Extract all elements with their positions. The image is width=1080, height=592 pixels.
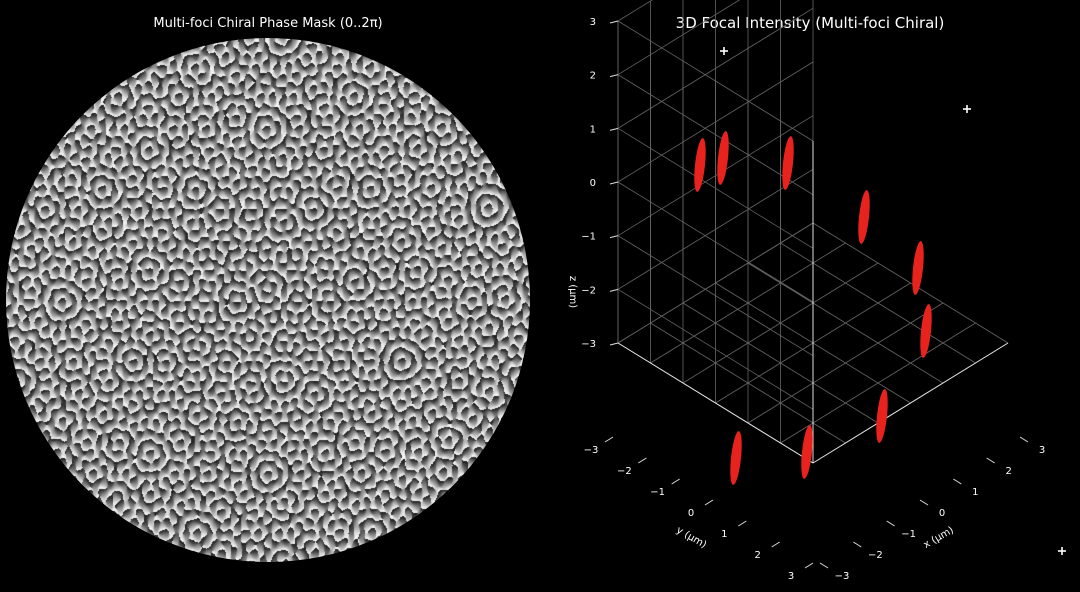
y-axis-line (617, 342, 814, 464)
y-tick-mark (771, 541, 780, 548)
x-tick-label: 2 (1005, 466, 1011, 477)
y-tick-label: −2 (617, 466, 632, 477)
z-tick-mark (609, 288, 619, 292)
x-tick-mark (919, 499, 929, 506)
z-tick-mark (609, 235, 619, 239)
y-tick-mark (671, 478, 680, 485)
x-tick-mark (953, 478, 962, 485)
foci-series (694, 131, 932, 485)
y-tick-mark (804, 562, 814, 569)
z-tick-label: 1 (590, 124, 596, 135)
focus-blob (876, 389, 888, 443)
y-tick-mark (638, 457, 647, 464)
focus-blob (694, 138, 706, 192)
x-tick-label: 3 (1039, 445, 1045, 456)
focus-blob (801, 425, 813, 479)
grid-line (617, 0, 653, 22)
x-tick-label: −1 (901, 529, 916, 540)
y-tick-mark (604, 436, 614, 443)
y-tick-label: −3 (584, 445, 599, 456)
x-axis-line (812, 342, 1009, 464)
grid-line (617, 74, 814, 196)
focus-blob (858, 190, 870, 244)
y-tick-label: 0 (688, 508, 694, 519)
y-tick-label: −1 (650, 487, 665, 498)
z-tick-label: −2 (581, 285, 596, 296)
z-tick-mark (609, 181, 619, 185)
z-tick-mark (609, 127, 619, 131)
x-tick-mark (853, 541, 862, 548)
focus-blob (730, 431, 742, 485)
x-tick-mark (886, 520, 895, 527)
x-tick-mark (986, 457, 995, 464)
focus-blob (912, 241, 924, 295)
z-tick-mark (609, 74, 619, 78)
z-tick-label: 2 (590, 71, 596, 82)
grid-line (617, 20, 814, 142)
axis-lines (617, 141, 1009, 464)
phase-mask-title: Multi-foci Chiral Phase Mask (0..2π) (153, 16, 383, 31)
y-tick-mark (738, 520, 747, 527)
x-tick-label: −2 (868, 550, 883, 561)
phase-mask-heatmap (6, 38, 530, 562)
focal-intensity-title: 3D Focal Intensity (Multi-foci Chiral) (675, 14, 945, 32)
z-tick-mark (609, 20, 619, 24)
z-tick-mark (609, 342, 619, 346)
x-axis-label: x (μm) (922, 525, 956, 551)
y-tick-label: 3 (788, 571, 794, 582)
x-tick-mark (819, 562, 829, 569)
focus-blob (782, 136, 794, 190)
z-axis-label: z (μm) (567, 276, 578, 308)
phase-mask-image (6, 38, 530, 562)
y-tick-label: 2 (754, 550, 760, 561)
y-tick-mark (704, 499, 714, 506)
focus-blob (920, 304, 932, 358)
x-tick-label: 0 (939, 508, 945, 519)
y-axis-label: y (μm) (674, 525, 708, 551)
z-tick-label: 3 (590, 17, 596, 28)
z-tick-label: 0 (590, 178, 596, 189)
tick-labels: −3 −2 −1 0 1 2 3 −3 −2 −1 0 1 2 3 −3 −2 −1 0 1 2 3 (581, 17, 1045, 582)
z-tick-label: −1 (581, 232, 596, 243)
plus-markers (720, 47, 1066, 555)
y-tick-label: 1 (721, 529, 727, 540)
z-tick-label: −3 (581, 339, 596, 350)
grid-line (617, 222, 814, 344)
x-tick-label: 1 (972, 487, 978, 498)
x-tick-mark (1019, 436, 1029, 443)
x-tick-label: −3 (835, 571, 850, 582)
focus-blob (717, 131, 729, 185)
grid-line (812, 222, 1009, 344)
